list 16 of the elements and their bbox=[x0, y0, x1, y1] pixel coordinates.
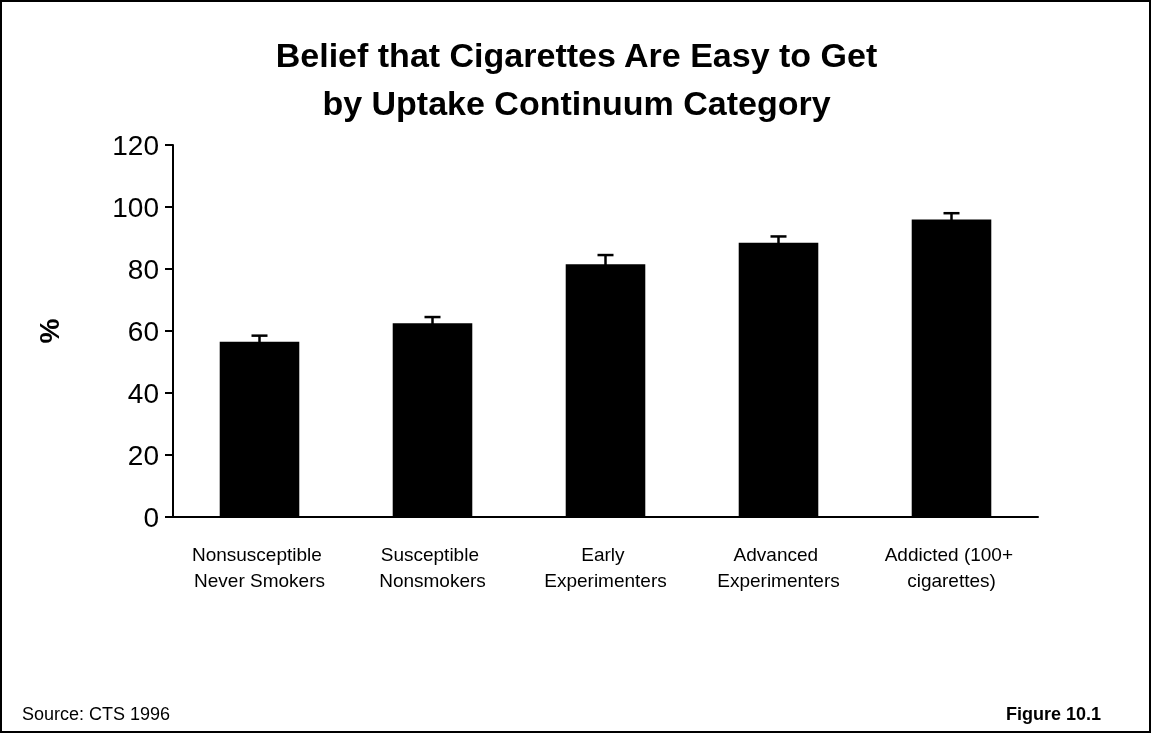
source-note: Source: CTS 1996 bbox=[22, 704, 171, 724]
x-tick-label: Addicted (100+ cigarettes) bbox=[884, 543, 1019, 591]
x-tick-label: Advanced Experimenters bbox=[717, 543, 840, 591]
y-tick-label: 60 bbox=[127, 315, 159, 347]
y-tick-label: 100 bbox=[112, 191, 159, 223]
y-tick-label: 0 bbox=[143, 501, 159, 533]
x-tick-label: Early Experimenters bbox=[544, 543, 667, 591]
y-tick-label: 20 bbox=[127, 439, 159, 471]
x-tick-label: Susceptible Nonsmokers bbox=[379, 543, 486, 591]
caption: Figure 10.1 bbox=[1005, 704, 1102, 724]
chart-title: Belief that Cigarettes Are Easy to Get by Uptake Continuum Category bbox=[275, 36, 878, 122]
y-tick-label: 80 bbox=[127, 253, 159, 285]
y-axis-title: % bbox=[33, 318, 65, 344]
y-tick-label: 120 bbox=[112, 129, 159, 161]
x-tick-label: Nonsusceptible Never Smokers bbox=[191, 543, 328, 591]
y-tick-label: 40 bbox=[127, 377, 159, 409]
